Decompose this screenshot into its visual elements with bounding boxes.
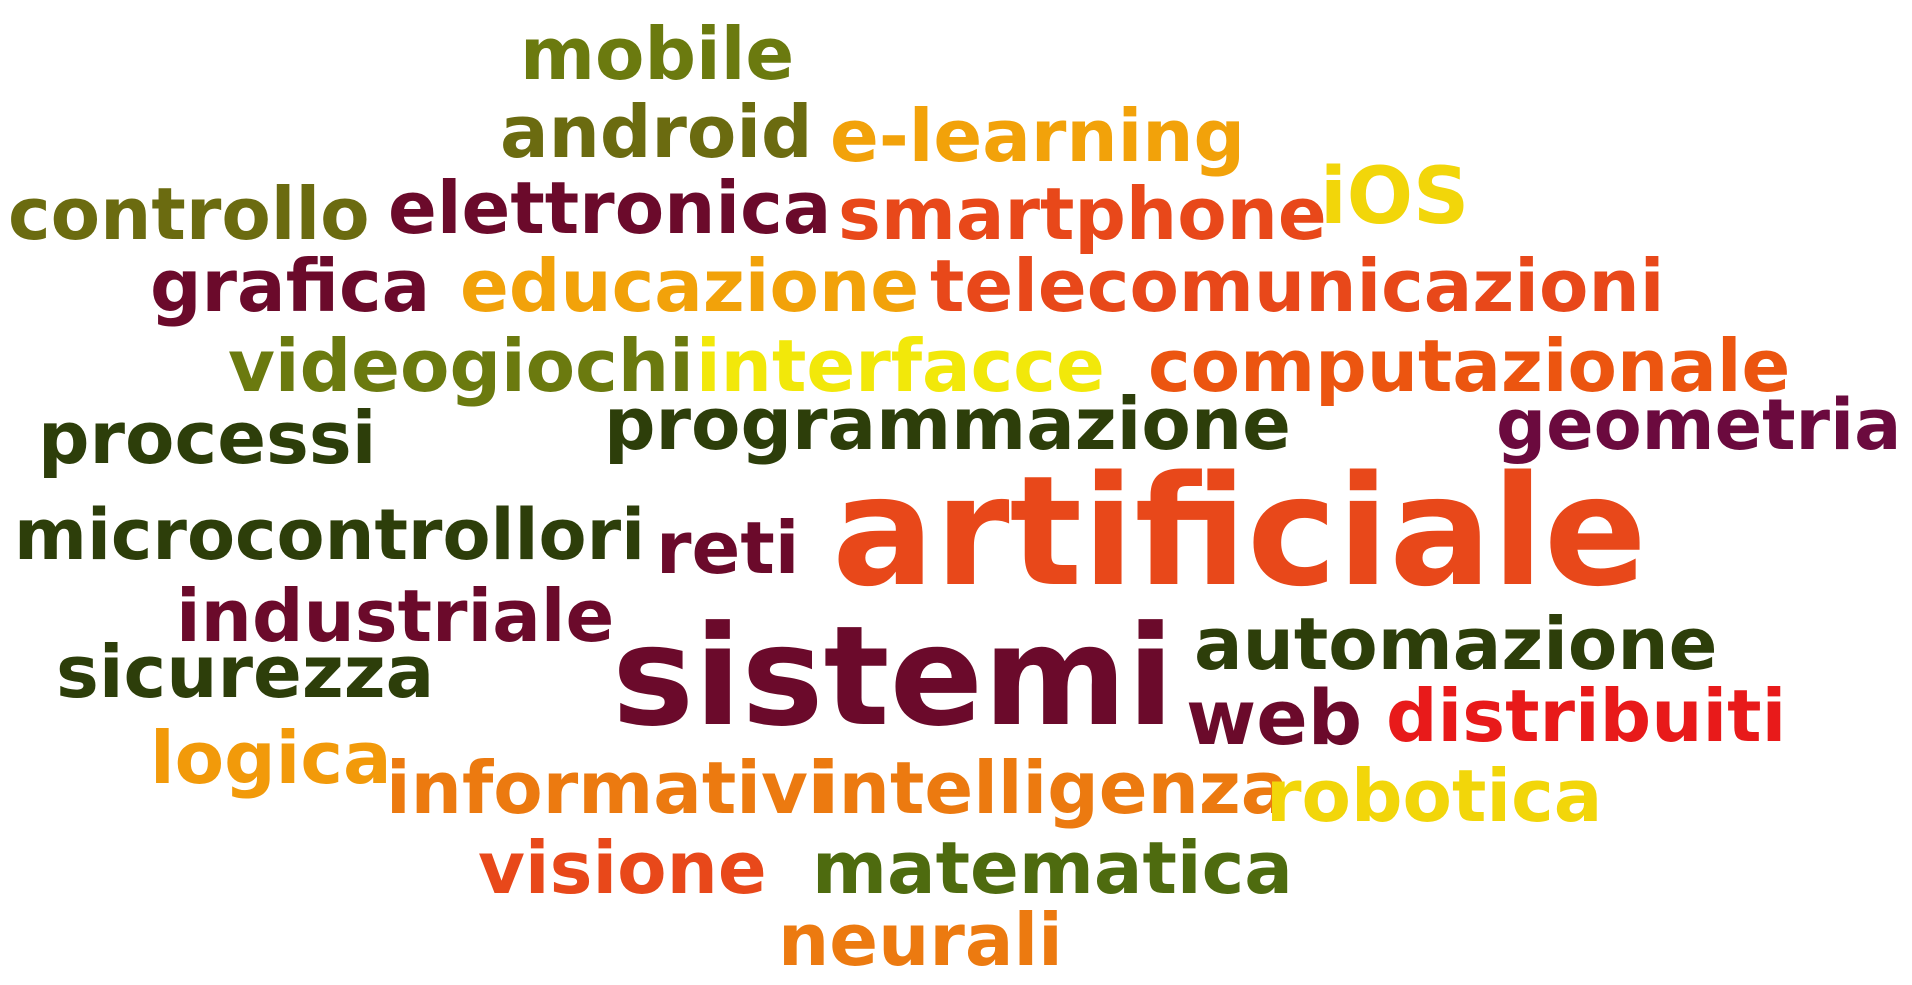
word-automazione: automazione	[1194, 602, 1718, 686]
word-elettronica: elettronica	[388, 166, 832, 250]
word-e-learning: e-learning	[830, 94, 1246, 178]
word-computazionale: computazionale	[1148, 324, 1791, 408]
word-ios: iOS	[1320, 152, 1470, 242]
word-geometria: geometria	[1496, 384, 1902, 466]
word-educazione: educazione	[460, 244, 920, 328]
word-processi: processi	[38, 396, 377, 480]
word-robotica: robotica	[1266, 754, 1603, 838]
word-telecomunicazioni: telecomunicazioni	[930, 244, 1665, 328]
word-smartphone: smartphone	[838, 172, 1327, 256]
word-sicurezza: sicurezza	[56, 630, 435, 714]
word-reti: reti	[656, 506, 800, 590]
word-logica: logica	[150, 716, 392, 800]
word-microcontrollori: microcontrollori	[14, 494, 646, 576]
word-web: web	[1186, 673, 1363, 762]
word-distribuiti: distribuiti	[1386, 674, 1787, 758]
word-controllo: controllo	[8, 172, 370, 256]
word-neurali: neurali	[778, 898, 1063, 982]
word-informativi: informativi	[386, 746, 833, 830]
word-industriale: industriale	[176, 574, 615, 658]
word-visione: visione	[478, 826, 767, 910]
word-matematica: matematica	[812, 826, 1293, 910]
word-videogiochi: videogiochi	[228, 324, 694, 408]
word-intelligenza: intelligenza	[814, 746, 1290, 830]
word-programmazione: programmazione	[604, 382, 1291, 466]
word-mobile: mobile	[520, 12, 795, 96]
word-artificiale: artificiale	[832, 443, 1647, 620]
word-grafica: grafica	[150, 244, 431, 328]
word-interfacce: interfacce	[696, 324, 1105, 408]
word-android: android	[500, 90, 813, 174]
word-sistemi: sistemi	[612, 596, 1175, 757]
